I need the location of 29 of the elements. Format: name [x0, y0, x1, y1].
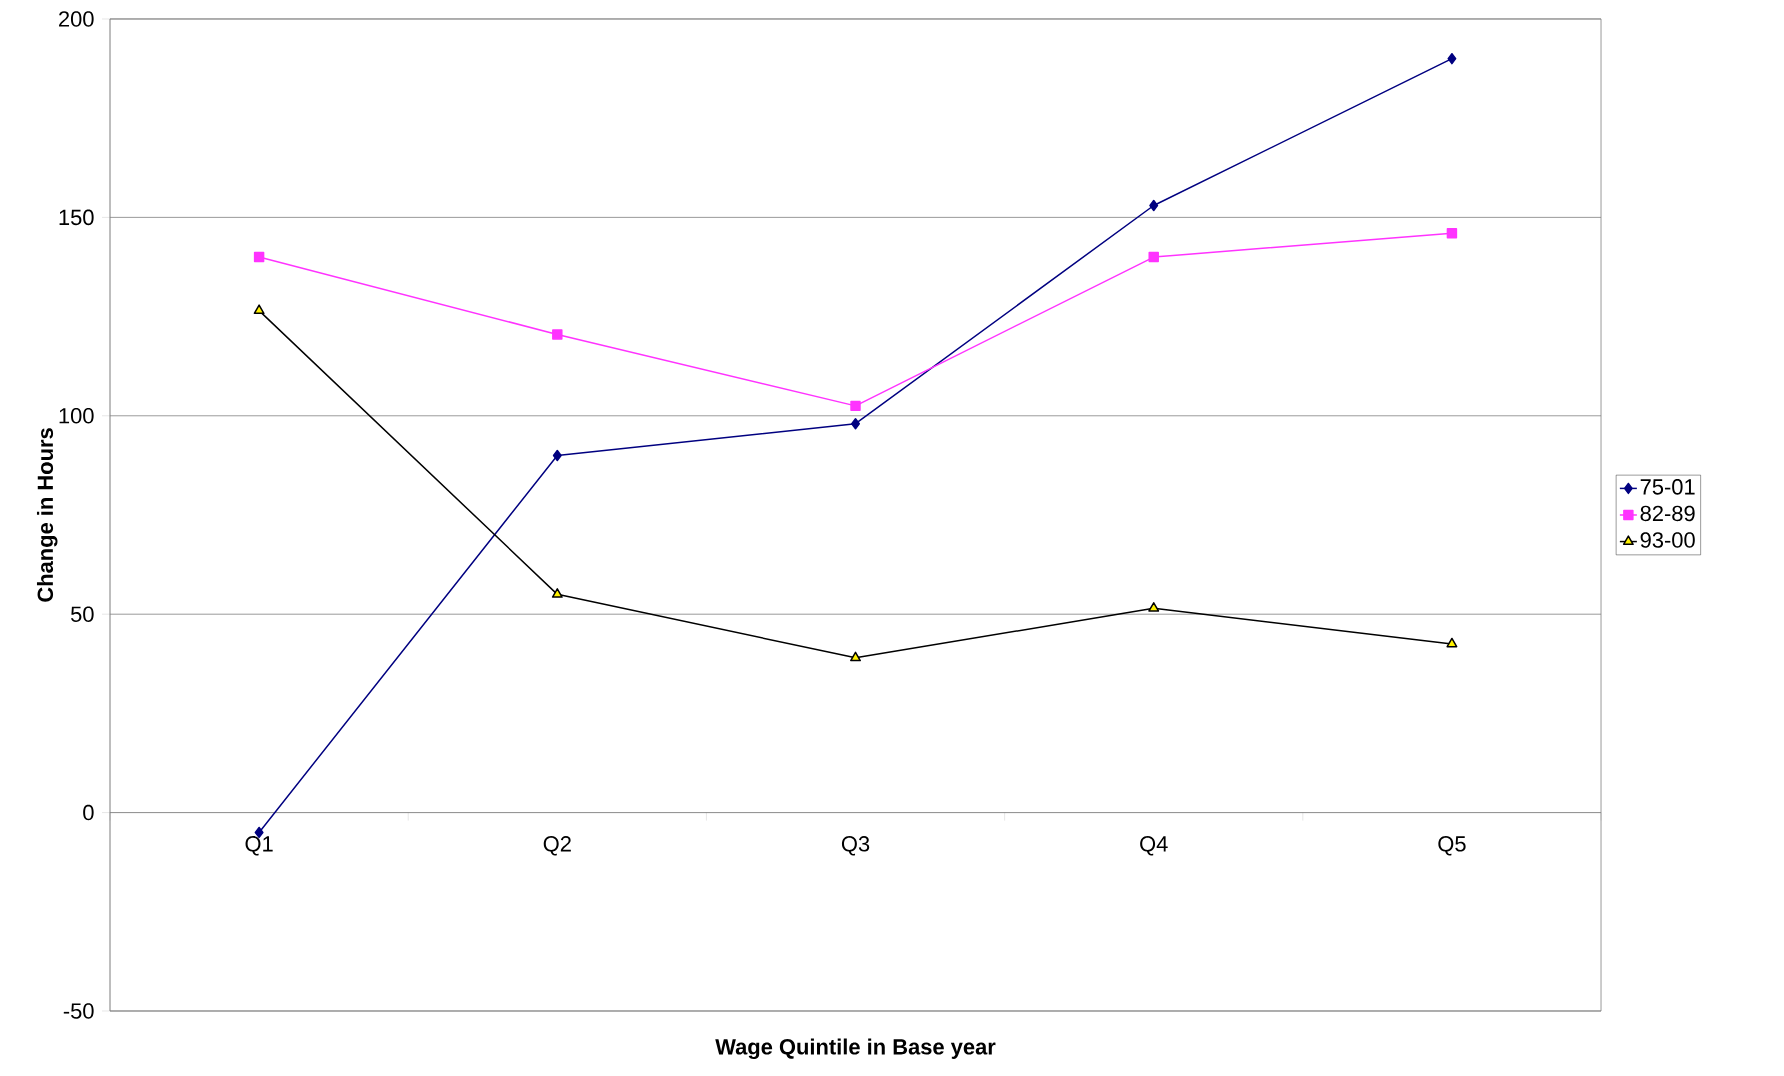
point [850, 651, 862, 662]
point [1447, 52, 1457, 65]
legend-label: 75-01 [1640, 479, 1695, 495]
legend-label: 82-89 [1640, 505, 1695, 522]
x-tick-label: Q1 [245, 836, 273, 856]
x-tick-label: Q3 [841, 836, 870, 856]
legend-label: 93-00 [1640, 532, 1695, 548]
x-tick-label: Q5 [1438, 836, 1466, 856]
x-tick-label: Q4 [1140, 836, 1168, 856]
point [552, 329, 563, 340]
point [850, 400, 861, 412]
y-tick-label: 150 [59, 209, 94, 226]
point [1149, 199, 1159, 212]
y-tick-label: 0 [83, 804, 94, 821]
point [1446, 228, 1458, 239]
y-axis-title: Change in Hours [36, 428, 58, 602]
x-axis-title: Wage Quintile in Base year [715, 1038, 996, 1060]
point [1148, 602, 1160, 612]
point [551, 588, 563, 598]
y-tick-label: -50 [63, 1003, 94, 1019]
y-tick-label: 200 [59, 11, 94, 27]
y-tick-label: 100 [59, 408, 94, 424]
y-tick-label: 50 [70, 606, 94, 622]
point [1148, 251, 1159, 263]
point [1446, 637, 1458, 648]
point [253, 251, 265, 263]
point [253, 304, 265, 315]
point [552, 449, 562, 462]
x-tick-label: Q2 [543, 836, 571, 856]
